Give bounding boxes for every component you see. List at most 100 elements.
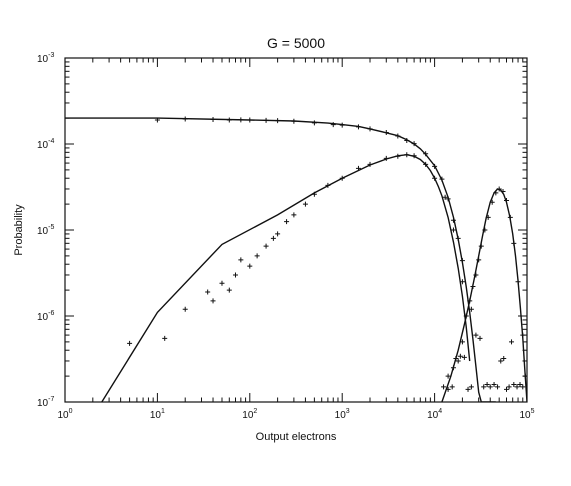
data-point: [515, 279, 521, 285]
data-point: [484, 381, 490, 387]
x-tick-label: 105: [519, 408, 534, 421]
data-point: [517, 381, 523, 387]
data-point: [355, 124, 361, 130]
data-point: [311, 120, 317, 126]
data-point: [247, 117, 253, 123]
data-point: [450, 217, 456, 223]
data-point: [468, 306, 474, 312]
data-point: [339, 175, 345, 181]
data-point: [423, 161, 429, 167]
data-point: [205, 289, 211, 295]
data-point: [445, 373, 451, 379]
data-point: [445, 386, 451, 392]
data-point: [441, 384, 447, 390]
x-tick-label: 101: [150, 408, 165, 421]
data-point: [219, 280, 225, 286]
data-point: [284, 219, 290, 225]
data-points-6: [445, 186, 526, 379]
data-point: [498, 358, 504, 364]
data-point: [367, 126, 373, 132]
data-point: [395, 153, 401, 159]
data-point: [302, 201, 308, 207]
data-point: [238, 117, 244, 123]
data-point: [461, 354, 467, 360]
data-point: [275, 231, 281, 237]
data-point: [476, 257, 482, 263]
model-curve: [65, 117, 496, 402]
data-points-5: [127, 152, 465, 346]
data-point: [455, 235, 461, 241]
data-point: [330, 122, 336, 128]
data-point: [291, 212, 297, 218]
data-point: [404, 137, 410, 143]
data-point: [311, 191, 317, 197]
data-point: [395, 133, 401, 139]
data-point: [473, 272, 479, 278]
data-point: [226, 287, 232, 293]
data-point: [520, 332, 526, 338]
data-point: [367, 161, 373, 167]
data-point: [500, 189, 506, 195]
data-point: [459, 279, 465, 285]
data-point: [455, 358, 461, 364]
data-point: [482, 227, 488, 233]
data-point: [485, 214, 491, 220]
data-points-7: [441, 332, 527, 392]
data-point: [467, 298, 473, 304]
data-point: [457, 353, 463, 359]
data-point: [481, 384, 487, 390]
data-point: [459, 339, 465, 345]
data-point: [339, 122, 345, 128]
data-point: [226, 117, 232, 123]
y-tick-label: 10-4: [37, 138, 54, 151]
model-curve-2: [101, 153, 471, 402]
data-point: [449, 384, 455, 390]
chart-title: G = 5000: [267, 35, 325, 51]
data-point: [154, 117, 160, 123]
data-point: [514, 384, 520, 390]
data-point: [162, 335, 168, 341]
data-point: [465, 386, 471, 392]
x-axis-label: Output electrons: [256, 431, 337, 443]
y-tick-label: 10-5: [37, 224, 54, 237]
data-point: [411, 141, 417, 147]
data-point: [511, 381, 517, 387]
data-point: [423, 151, 429, 157]
x-tick-label: 104: [427, 408, 442, 421]
y-tick-label: 10-3: [37, 52, 54, 65]
data-point: [504, 386, 510, 392]
x-tick-label: 100: [57, 408, 72, 421]
data-point: [491, 381, 497, 387]
data-point: [210, 116, 216, 122]
data-point: [432, 175, 438, 181]
y-tick-label: 10-6: [37, 310, 54, 323]
axis-tick-labels: 100 101 102 103 104 105 10-7 10-6 10-5 10-4 10-3: [37, 52, 535, 421]
data-point: [487, 384, 493, 390]
data-point: [232, 272, 238, 278]
data-series: [65, 116, 527, 402]
y-axis-label: Probability: [13, 204, 25, 256]
data-point: [325, 182, 331, 188]
data-point: [450, 227, 456, 233]
data-point: [275, 118, 281, 124]
data-point: [511, 240, 517, 246]
x-tick-label: 102: [242, 408, 257, 421]
data-point: [507, 214, 513, 220]
x-tick-label: 103: [335, 408, 350, 421]
data-point: [182, 116, 188, 122]
data-point: [263, 117, 269, 123]
data-point: [404, 152, 410, 158]
data-point: [355, 165, 361, 171]
data-point: [470, 284, 476, 290]
data-point: [496, 186, 502, 192]
model-curve-1: [65, 117, 496, 402]
data-point: [520, 384, 526, 390]
data-point: [478, 243, 484, 249]
data-point: [522, 373, 527, 379]
data-point: [263, 243, 269, 249]
data-point: [506, 384, 512, 390]
data-point: [495, 384, 501, 390]
data-point: [291, 118, 297, 124]
data-point: [432, 163, 438, 169]
